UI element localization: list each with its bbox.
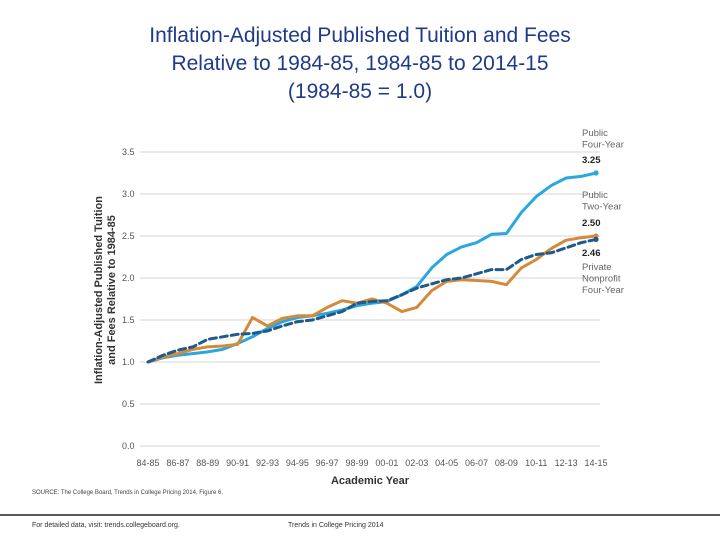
y-tick-label: 1.5 [122,315,135,325]
x-tick-label: 94-95 [286,458,309,468]
series-line-public-two-year [146,234,598,364]
end-label-value: 3.25 [582,155,601,166]
x-tick-label: 00-01 [375,458,398,468]
end-label-text: Four-Year [582,285,624,296]
y-axis-title-line: Inflation-Adjusted Published Tuition [93,196,105,384]
y-tick-label: 1.0 [122,357,135,367]
end-label-text: Nonprofit [582,274,621,285]
x-tick-label: 06-07 [465,458,488,468]
series-end-marker [593,170,599,176]
y-tick-label: 0.0 [122,441,135,451]
x-tick-label: 14-15 [584,458,607,468]
gridlines [140,151,600,447]
footer-divider [0,514,720,516]
title-line-1: Inflation-Adjusted Published Tuition and… [149,24,571,47]
x-tick-label: 08-09 [495,458,518,468]
series-lines [146,170,599,364]
y-tick-label: 3.5 [122,147,135,157]
end-label-text: Private [582,262,612,273]
y-axis-title-line: and Fees Relative to 1984-85 [106,215,118,365]
series-end-marker [593,236,599,242]
x-tick-label: 84-85 [136,458,159,468]
end-label-value: 2.46 [582,248,601,259]
end-label-text: Two-Year [582,202,622,213]
y-tick-labels: 0.0 0.5 1.0 1.5 2.0 2.5 3.0 3.5 [122,147,135,451]
y-axis-title: Inflation-Adjusted Published Tuition and … [93,196,118,384]
title-line-3: (1984-85 = 1.0) [287,80,433,103]
end-label-value: 2.50 [582,218,601,229]
y-tick-label: 2.0 [122,273,135,283]
title-line-2: Relative to 1984-85, 1984-85 to 2014-15 [171,52,549,75]
x-tick-label: 86-87 [166,458,189,468]
x-tick-label: 92-93 [256,458,279,468]
x-tick-labels: 84-85 86-87 88-89 90-91 92-93 94-95 96-97 98-99… [136,458,607,468]
x-tick-label: 88-89 [196,458,219,468]
source-note: SOURCE: The College Board, Trends in Col… [32,490,223,496]
end-label-text: Public [582,128,608,139]
footer-publication: Trends in College Pricing 2014 [288,522,384,529]
series-line-private-nonprofit-four-year [146,237,598,364]
x-tick-label: 02-03 [405,458,428,468]
series-end-labels: PublicFour-Year3.25PublicTwo-Year2.502.4… [582,128,624,296]
y-tick-label: 2.5 [122,231,135,241]
x-axis-title: Academic Year [331,475,410,487]
slide-title: Inflation-Adjusted Published Tuition and… [40,22,680,106]
x-tick-label: 04-05 [435,458,458,468]
end-label-text: Public [582,190,608,201]
x-tick-label: 90-91 [226,458,249,468]
footer-data-link: For detailed data, visit: trends.college… [32,522,180,529]
end-label-text: Four-Year [582,140,624,151]
x-tick-label: 98-99 [346,458,369,468]
y-tick-label: 0.5 [122,399,135,409]
x-tick-label: 10-11 [525,458,547,468]
x-tick-label: 96-97 [316,458,339,468]
y-tick-label: 3.0 [122,189,135,199]
series-line-public-four-year [146,171,598,364]
x-tick-label: 12-13 [555,458,578,468]
